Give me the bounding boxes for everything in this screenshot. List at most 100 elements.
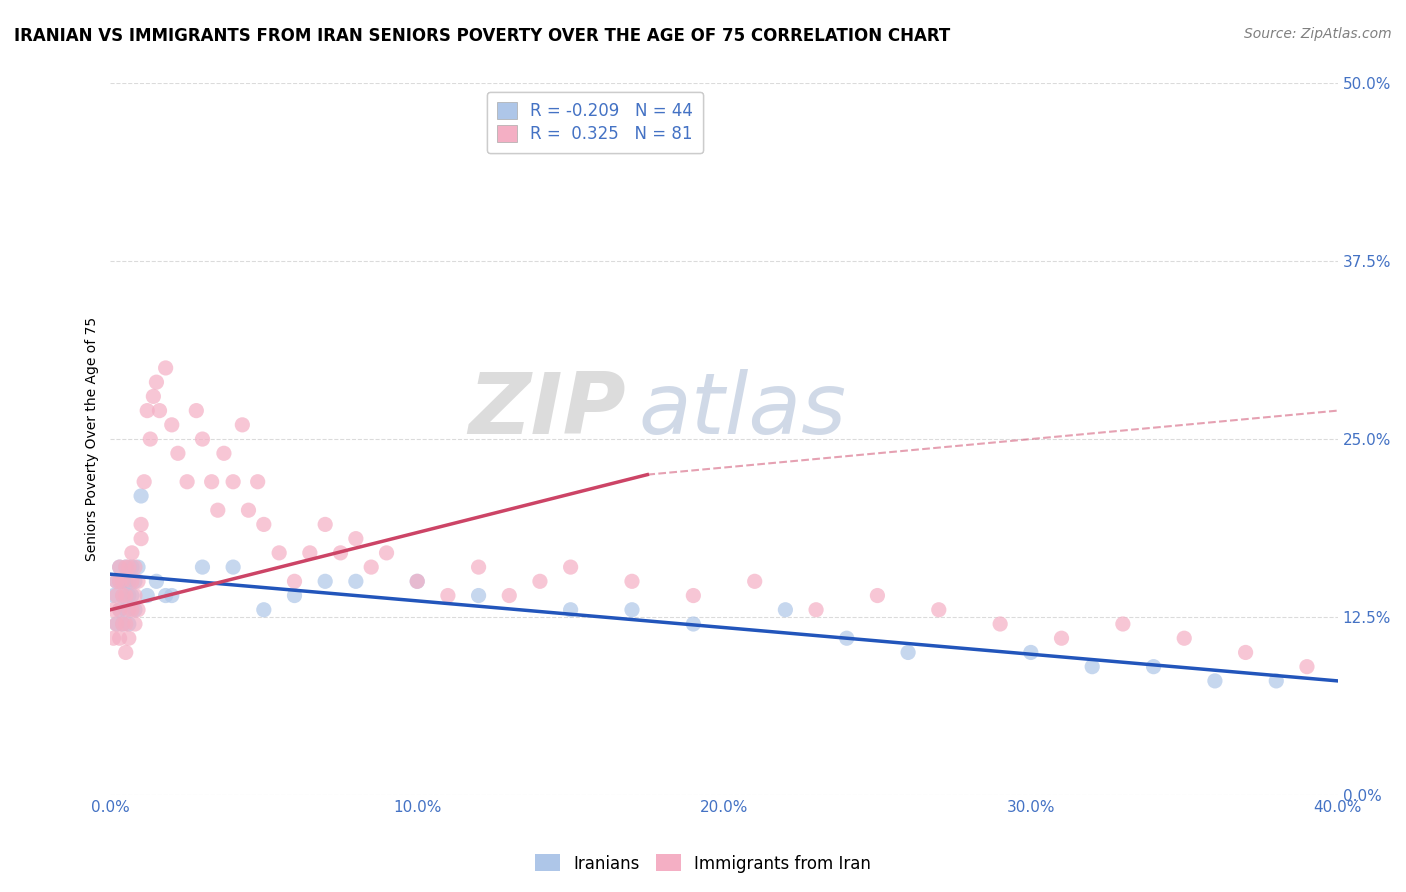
Point bbox=[176, 475, 198, 489]
Point bbox=[620, 603, 643, 617]
Point bbox=[160, 417, 183, 432]
Point bbox=[406, 574, 429, 589]
Point bbox=[129, 489, 152, 503]
Point bbox=[314, 574, 336, 589]
Point bbox=[201, 475, 224, 489]
Point bbox=[155, 589, 177, 603]
Point bbox=[118, 631, 141, 645]
Point bbox=[1204, 673, 1226, 688]
Point bbox=[253, 603, 276, 617]
Legend: R = -0.209   N = 44, R =  0.325   N = 81: R = -0.209 N = 44, R = 0.325 N = 81 bbox=[486, 92, 703, 153]
Point bbox=[111, 617, 134, 632]
Point bbox=[191, 560, 214, 574]
Point bbox=[127, 574, 149, 589]
Point bbox=[111, 617, 134, 632]
Y-axis label: Seniors Poverty Over the Age of 75: Seniors Poverty Over the Age of 75 bbox=[86, 317, 100, 561]
Point bbox=[360, 560, 382, 574]
Point bbox=[283, 589, 305, 603]
Text: Source: ZipAtlas.com: Source: ZipAtlas.com bbox=[1244, 27, 1392, 41]
Point bbox=[246, 475, 269, 489]
Point bbox=[129, 517, 152, 532]
Point bbox=[560, 560, 582, 574]
Point bbox=[111, 574, 134, 589]
Point bbox=[866, 589, 889, 603]
Point bbox=[108, 631, 131, 645]
Point bbox=[114, 645, 136, 659]
Point bbox=[124, 617, 146, 632]
Point bbox=[406, 574, 429, 589]
Point bbox=[988, 617, 1011, 632]
Point bbox=[269, 546, 291, 560]
Point bbox=[682, 589, 704, 603]
Point bbox=[1142, 659, 1164, 673]
Point bbox=[103, 603, 125, 617]
Point bbox=[118, 560, 141, 574]
Point bbox=[1173, 631, 1195, 645]
Point bbox=[1081, 659, 1104, 673]
Point bbox=[124, 574, 146, 589]
Point bbox=[283, 574, 305, 589]
Point bbox=[108, 574, 131, 589]
Point bbox=[160, 589, 183, 603]
Point bbox=[1050, 631, 1073, 645]
Point bbox=[298, 546, 321, 560]
Point bbox=[148, 403, 170, 417]
Point bbox=[1019, 645, 1042, 659]
Point bbox=[344, 574, 367, 589]
Point bbox=[222, 475, 245, 489]
Point bbox=[835, 631, 858, 645]
Point bbox=[114, 617, 136, 632]
Point bbox=[467, 589, 489, 603]
Point bbox=[111, 574, 134, 589]
Point bbox=[222, 560, 245, 574]
Point bbox=[127, 560, 149, 574]
Point bbox=[529, 574, 551, 589]
Point bbox=[1265, 673, 1288, 688]
Point bbox=[145, 574, 167, 589]
Point bbox=[121, 546, 143, 560]
Point bbox=[121, 560, 143, 574]
Point bbox=[124, 589, 146, 603]
Point bbox=[105, 617, 128, 632]
Point bbox=[105, 589, 128, 603]
Text: IRANIAN VS IMMIGRANTS FROM IRAN SENIORS POVERTY OVER THE AGE OF 75 CORRELATION C: IRANIAN VS IMMIGRANTS FROM IRAN SENIORS … bbox=[14, 27, 950, 45]
Point bbox=[897, 645, 920, 659]
Point bbox=[121, 574, 143, 589]
Point bbox=[114, 574, 136, 589]
Point bbox=[118, 603, 141, 617]
Point bbox=[136, 403, 159, 417]
Legend: Iranians, Immigrants from Iran: Iranians, Immigrants from Iran bbox=[529, 847, 877, 880]
Point bbox=[108, 603, 131, 617]
Point bbox=[114, 603, 136, 617]
Point bbox=[134, 475, 156, 489]
Text: ZIP: ZIP bbox=[468, 369, 626, 452]
Point bbox=[1296, 659, 1319, 673]
Point bbox=[114, 589, 136, 603]
Point bbox=[108, 560, 131, 574]
Point bbox=[111, 589, 134, 603]
Point bbox=[804, 603, 827, 617]
Point bbox=[127, 603, 149, 617]
Point bbox=[118, 589, 141, 603]
Point bbox=[108, 574, 131, 589]
Point bbox=[124, 603, 146, 617]
Point bbox=[620, 574, 643, 589]
Point bbox=[1112, 617, 1135, 632]
Point bbox=[467, 560, 489, 574]
Point bbox=[139, 432, 162, 446]
Point bbox=[145, 375, 167, 389]
Point bbox=[103, 589, 125, 603]
Point bbox=[108, 560, 131, 574]
Point bbox=[111, 589, 134, 603]
Point bbox=[167, 446, 190, 460]
Point bbox=[114, 560, 136, 574]
Point bbox=[238, 503, 260, 517]
Point bbox=[1234, 645, 1257, 659]
Point bbox=[105, 617, 128, 632]
Point bbox=[314, 517, 336, 532]
Point bbox=[136, 589, 159, 603]
Point bbox=[344, 532, 367, 546]
Point bbox=[114, 560, 136, 574]
Point bbox=[253, 517, 276, 532]
Point bbox=[191, 432, 214, 446]
